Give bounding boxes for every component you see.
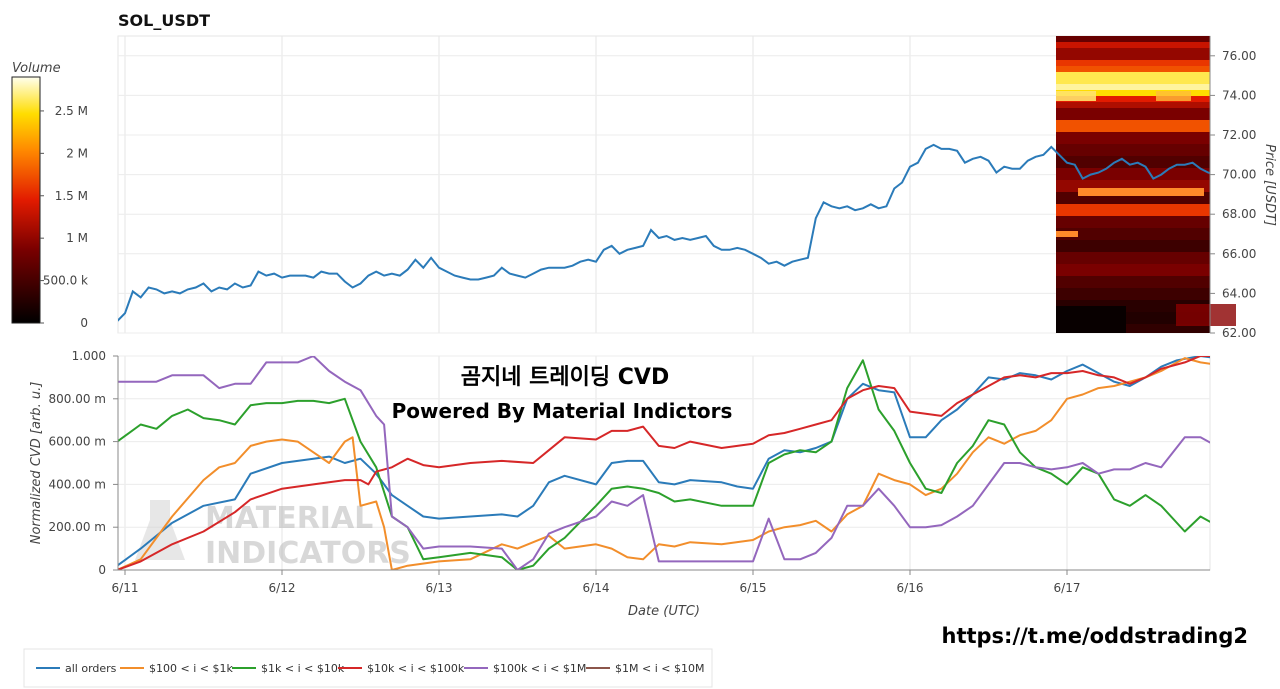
colorbar-tick-label: 2.5 M bbox=[55, 104, 88, 118]
price-tick-label: 72.00 bbox=[1222, 128, 1256, 142]
heatmap-cell bbox=[1056, 48, 1210, 60]
watermark-line1: MATERIAL bbox=[205, 501, 373, 536]
colorbar-ticks: 0 500.0 k 1 M 1.5 M 2 M 2.5 M bbox=[40, 104, 88, 330]
legend-label: $1k < i < $10k bbox=[261, 662, 345, 675]
heatmap-cell bbox=[1056, 228, 1210, 240]
cvd-tick-label: 400.00 m bbox=[49, 477, 107, 491]
date-axis-label: Date (UTC) bbox=[628, 604, 700, 619]
watermark-line2: INDICATORS bbox=[205, 536, 411, 571]
price-tick-label: 70.00 bbox=[1222, 168, 1256, 182]
cvd-grid bbox=[117, 355, 1211, 571]
cvd-axis-label: Normalized CVD [arb. u.] bbox=[29, 382, 44, 545]
heatmap-cell bbox=[1176, 304, 1236, 326]
cvd-tick-label: 1.000 bbox=[72, 349, 106, 363]
legend-label: all orders bbox=[65, 662, 117, 675]
heatmap-cell bbox=[1056, 216, 1210, 228]
heatmap-cell bbox=[1056, 90, 1210, 96]
volume-heatmap bbox=[1056, 36, 1236, 333]
price-series bbox=[118, 143, 1210, 322]
price-tick-label: 76.00 bbox=[1222, 49, 1256, 63]
cvd-line bbox=[118, 357, 1210, 570]
heatmap-cell bbox=[1056, 96, 1210, 102]
date-tick-label: 6/15 bbox=[740, 581, 767, 595]
price-tick-label: 66.00 bbox=[1222, 247, 1256, 261]
price-tick-label: 64.00 bbox=[1222, 286, 1256, 300]
heatmap-cell bbox=[1056, 306, 1126, 333]
cvd-line bbox=[118, 356, 1210, 570]
date-tick-label: 6/14 bbox=[583, 581, 610, 595]
heatmap-cell bbox=[1056, 84, 1210, 90]
cvd-line bbox=[118, 356, 1210, 570]
heatmap-cell bbox=[1056, 120, 1210, 132]
heatmap-hot bbox=[1056, 91, 1096, 101]
colorbar-tick-label: 0 bbox=[80, 316, 88, 330]
cvd-line bbox=[118, 359, 1210, 570]
legend: all orders $100 < i < $1k $1k < i < $10k $1… bbox=[36, 662, 704, 675]
heatmap-cell bbox=[1056, 66, 1210, 72]
heatmap-cell bbox=[1056, 204, 1210, 216]
colorbar-tick-label: 1 M bbox=[66, 231, 88, 245]
date-tick-label: 6/12 bbox=[269, 581, 296, 595]
heatmap-cell bbox=[1056, 156, 1210, 168]
price-tick-label: 68.00 bbox=[1222, 207, 1256, 221]
legend-label: $100 < i < $1k bbox=[149, 662, 233, 675]
colorbar-tick-label: 2 M bbox=[66, 146, 88, 160]
telegram-link[interactable]: https://t.me/oddstrading2 bbox=[942, 624, 1249, 648]
cvd-line bbox=[118, 356, 1210, 567]
price-tick-label: 62.00 bbox=[1222, 326, 1256, 340]
cvd-tick-label: 200.00 m bbox=[49, 520, 107, 534]
heatmap-cell bbox=[1056, 144, 1210, 156]
heatmap-cell bbox=[1056, 252, 1210, 264]
heatmap-cell bbox=[1056, 240, 1210, 252]
colorbar-tick-label: 1.5 M bbox=[55, 189, 88, 203]
overlay-subtitle: Powered By Material Indictors bbox=[392, 399, 733, 423]
heatmap-cell bbox=[1056, 288, 1210, 300]
heatmap-hot bbox=[1156, 91, 1191, 101]
price-tick-label: 74.00 bbox=[1222, 88, 1256, 102]
price-grid bbox=[117, 35, 1211, 334]
legend-label: $10k < i < $100k bbox=[367, 662, 465, 675]
heatmap-band bbox=[1078, 188, 1204, 196]
price-axis: 62.00 64.00 66.00 68.00 70.00 72.00 74.00 76.00 bbox=[1209, 36, 1256, 340]
cvd-tick-label: 0 bbox=[98, 563, 106, 577]
colorbar-tick-label: 500.0 k bbox=[43, 274, 88, 288]
heatmap-cell bbox=[1056, 132, 1210, 144]
price-line bbox=[118, 143, 1210, 322]
heatmap-cell bbox=[1056, 72, 1210, 84]
heatmap-cell bbox=[1056, 168, 1210, 180]
cvd-tick-label: 600.00 m bbox=[49, 435, 107, 449]
heatmap-cell bbox=[1056, 36, 1210, 42]
legend-label: $1M < i < $10M bbox=[615, 662, 704, 675]
heatmap-cell bbox=[1056, 276, 1210, 288]
heatmap-cell bbox=[1056, 42, 1210, 48]
heatmap-cell bbox=[1056, 264, 1210, 276]
price-chart-title: SOL_USDT bbox=[118, 11, 210, 30]
cvd-series bbox=[118, 356, 1210, 570]
price-axis-label: Price [USDT] bbox=[1262, 144, 1277, 226]
date-tick-label: 6/11 bbox=[112, 581, 139, 595]
legend-label: $100k < i < $1M bbox=[493, 662, 586, 675]
cvd-axis: 0 200.00 m 400.00 m 600.00 m 800.00 m 1.000 6/… bbox=[49, 349, 1210, 595]
date-tick-label: 6/17 bbox=[1054, 581, 1081, 595]
heatmap-cell bbox=[1056, 60, 1210, 66]
cvd-tick-label: 800.00 m bbox=[49, 392, 107, 406]
heatmap-cell bbox=[1056, 102, 1210, 108]
volume-colorbar bbox=[11, 76, 41, 324]
overlay-title: 곰지네 트레이딩 CVD bbox=[461, 365, 669, 390]
date-tick-label: 6/16 bbox=[897, 581, 924, 595]
heatmap-cell bbox=[1056, 108, 1210, 120]
heatmap-band bbox=[1056, 231, 1078, 237]
colorbar-title: Volume bbox=[12, 61, 61, 76]
date-tick-label: 6/13 bbox=[426, 581, 453, 595]
